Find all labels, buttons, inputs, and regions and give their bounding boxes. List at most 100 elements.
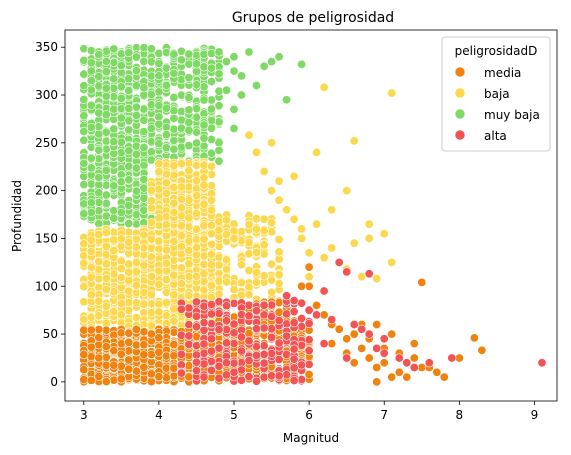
point-baja [154, 307, 164, 317]
point-muy-baja [139, 115, 149, 125]
x-tick-label: 8 [456, 408, 464, 422]
point-baja [199, 173, 209, 183]
point-baja [364, 219, 374, 229]
point-baja [176, 221, 186, 231]
point-muy-baja [131, 210, 141, 220]
point-muy-baja [229, 104, 239, 114]
point-baja [146, 252, 156, 262]
point-baja [169, 198, 179, 208]
point-baja [192, 271, 202, 281]
point-media [109, 346, 119, 356]
point-muy-baja [101, 67, 111, 77]
point-media [161, 363, 171, 373]
point-baja [214, 289, 224, 299]
point-muy-baja [116, 93, 126, 103]
legend-marker-media [454, 66, 466, 78]
point-muy-baja [116, 137, 126, 147]
point-media [349, 329, 359, 339]
point-muy-baja [101, 56, 111, 66]
point-muy-baja [94, 145, 104, 155]
point-baja [259, 226, 269, 236]
point-muy-baja [139, 127, 149, 137]
point-baja [259, 271, 269, 281]
point-baja [274, 235, 284, 245]
point-baja [86, 290, 96, 300]
point-alta [214, 343, 224, 353]
point-muy-baja [86, 153, 96, 163]
point-media [109, 360, 119, 370]
point-muy-baja [109, 83, 119, 93]
point-muy-baja [86, 198, 96, 208]
point-muy-baja [116, 113, 126, 123]
y-tick-label: 300 [35, 88, 58, 102]
point-muy-baja [109, 74, 119, 84]
point-muy-baja [139, 174, 149, 184]
point-media [169, 371, 179, 381]
point-baja [124, 267, 134, 277]
point-baja [184, 290, 194, 300]
point-muy-baja [244, 47, 254, 57]
point-muy-baja [207, 116, 217, 126]
point-media [387, 372, 397, 382]
point-muy-baja [154, 139, 164, 149]
point-muy-baja [192, 50, 202, 60]
point-muy-baja [131, 163, 141, 173]
point-baja [244, 237, 254, 247]
point-alta [199, 325, 209, 335]
point-media [439, 372, 449, 382]
point-media [297, 281, 307, 291]
point-muy-baja [169, 49, 179, 59]
point-muy-baja [124, 200, 134, 210]
point-muy-baja [86, 179, 96, 189]
point-baja [207, 220, 217, 230]
point-muy-baja [139, 43, 149, 53]
point-baja [237, 260, 247, 270]
point-baja [274, 247, 284, 257]
point-baja [131, 313, 141, 323]
point-muy-baja [161, 63, 171, 73]
point-baja [199, 285, 209, 295]
point-baja [146, 185, 156, 195]
point-baja [86, 312, 96, 322]
point-muy-baja [199, 95, 209, 105]
point-baja [192, 224, 202, 234]
point-alta [289, 296, 299, 306]
point-media [432, 367, 442, 377]
point-baja [199, 221, 209, 231]
point-baja [192, 191, 202, 201]
point-baja [79, 282, 89, 292]
point-alta [274, 315, 284, 325]
point-baja [131, 298, 141, 308]
point-baja [252, 147, 262, 157]
point-baja [161, 188, 171, 198]
point-baja [207, 169, 217, 179]
point-muy-baja [207, 77, 217, 87]
point-baja [161, 258, 171, 268]
point-media [319, 310, 329, 320]
point-baja [109, 246, 119, 256]
point-muy-baja [101, 211, 111, 221]
point-media [357, 343, 367, 353]
point-baja [169, 170, 179, 180]
point-alta [304, 318, 314, 328]
point-baja [146, 321, 156, 331]
point-baja [116, 234, 126, 244]
point-alta [394, 353, 404, 363]
point-muy-baja [214, 47, 224, 57]
point-alta [229, 298, 239, 308]
point-alta [252, 341, 262, 351]
point-baja [161, 169, 171, 179]
y-tick-label: 350 [35, 40, 58, 54]
point-baja [161, 212, 171, 222]
point-muy-baja [192, 80, 202, 90]
point-baja [139, 260, 149, 270]
point-muy-baja [94, 197, 104, 207]
point-baja [101, 301, 111, 311]
point-muy-baja [131, 186, 141, 196]
point-baja [222, 229, 232, 239]
y-tick-label: 0 [50, 375, 58, 389]
point-baja [184, 213, 194, 223]
point-muy-baja [109, 104, 119, 114]
point-baja [267, 227, 277, 237]
points-layer [79, 43, 547, 387]
